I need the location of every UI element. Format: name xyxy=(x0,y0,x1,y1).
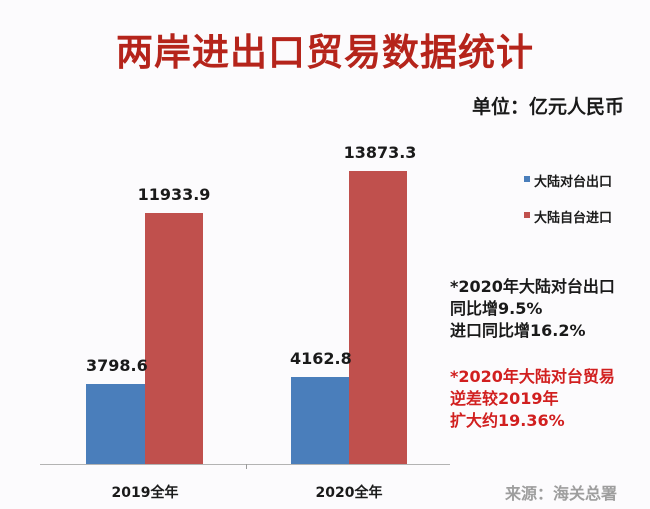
source-label: 来源：海关总署 xyxy=(505,484,618,503)
bar-value-2019-export: 3798.6 xyxy=(86,356,148,375)
bar-2019-import xyxy=(145,213,203,464)
annotation-growth-line-3: 进口同比增16.2% xyxy=(450,321,586,340)
legend-item-import: 大陆自台进口 xyxy=(524,207,613,226)
legend-label-export: 大陆对台出口 xyxy=(534,174,613,190)
annotation-deficit: *2020年大陆对台贸易 逆差较2019年 扩大约19.36% xyxy=(450,366,615,432)
bar-value-2020-import: 13873.3 xyxy=(343,143,417,162)
x-axis-tick xyxy=(246,464,247,469)
bar-value-2019-import: 11933.9 xyxy=(137,185,211,204)
annotation-growth: *2020年大陆对台出口 同比增9.5% 进口同比增16.2% xyxy=(450,276,615,342)
bar-2020-export xyxy=(291,377,349,464)
legend-label-import: 大陆自台进口 xyxy=(534,210,613,226)
annotation-deficit-line-2: 逆差较2019年 xyxy=(450,389,559,408)
unit-label: 单位：亿元人民币 xyxy=(472,96,625,118)
x-label-2019: 2019全年 xyxy=(111,485,179,501)
x-label-2020: 2020全年 xyxy=(315,485,383,501)
annotation-deficit-line-1: *2020年大陆对台贸易 xyxy=(450,367,615,386)
bar-2020-import xyxy=(349,171,407,464)
annotation-deficit-line-3: 扩大约19.36% xyxy=(450,411,565,430)
annotation-growth-line-1: *2020年大陆对台出口 xyxy=(450,277,615,296)
chart-legend: 大陆对台出口 大陆自台进口 xyxy=(524,171,612,243)
chart-title: 两岸进出口贸易数据统计 xyxy=(116,31,534,74)
legend-swatch-export-icon xyxy=(524,176,530,182)
bar-2019-export xyxy=(86,384,145,464)
bar-value-2020-export: 4162.8 xyxy=(290,349,352,368)
x-axis-line xyxy=(40,464,450,465)
legend-item-export: 大陆对台出口 xyxy=(524,171,613,190)
annotation-growth-line-2: 同比增9.5% xyxy=(450,299,543,318)
legend-swatch-import-icon xyxy=(524,212,530,218)
